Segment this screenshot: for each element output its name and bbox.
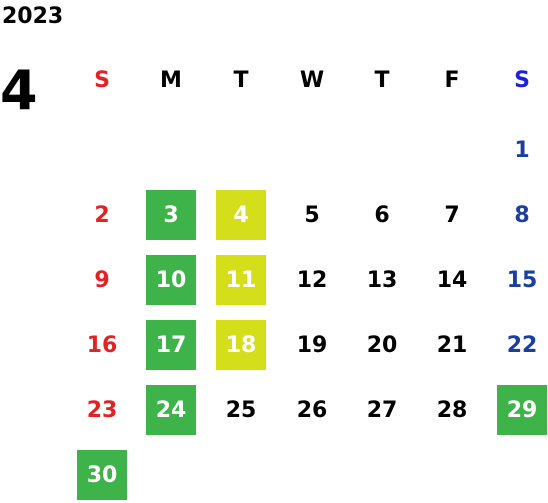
day-cell-9: 9 bbox=[94, 267, 110, 293]
day-cell-4: 4 bbox=[216, 190, 266, 240]
day-cell-1: 1 bbox=[514, 137, 530, 163]
day-cell-22: 22 bbox=[506, 332, 538, 358]
day-cell-27: 27 bbox=[366, 397, 398, 423]
weekday-header-friday: F bbox=[444, 67, 460, 93]
weekday-header-wednesday: W bbox=[299, 67, 325, 93]
day-cell-2: 2 bbox=[94, 202, 110, 228]
day-cell-10: 10 bbox=[146, 255, 196, 305]
day-cell-30: 30 bbox=[77, 450, 127, 500]
day-cell-25: 25 bbox=[225, 397, 257, 423]
weekday-header-monday: M bbox=[160, 67, 182, 93]
day-cell-7: 7 bbox=[444, 202, 460, 228]
day-cell-3: 3 bbox=[146, 190, 196, 240]
day-cell-29: 29 bbox=[497, 385, 547, 435]
day-cell-11: 11 bbox=[216, 255, 266, 305]
day-cell-13: 13 bbox=[366, 267, 398, 293]
day-cell-23: 23 bbox=[86, 397, 118, 423]
day-cell-14: 14 bbox=[436, 267, 468, 293]
day-cell-19: 19 bbox=[296, 332, 328, 358]
day-cell-12: 12 bbox=[296, 267, 328, 293]
month-number: 4 bbox=[0, 59, 38, 122]
weekday-header-saturday: S bbox=[514, 67, 530, 93]
year-label: 2023 bbox=[2, 4, 64, 29]
day-cell-8: 8 bbox=[514, 202, 530, 228]
day-cell-6: 6 bbox=[374, 202, 390, 228]
day-cell-20: 20 bbox=[366, 332, 398, 358]
day-cell-16: 16 bbox=[86, 332, 118, 358]
day-cell-21: 21 bbox=[436, 332, 468, 358]
day-cell-28: 28 bbox=[436, 397, 468, 423]
day-cell-15: 15 bbox=[506, 267, 538, 293]
weekday-header-thursday: T bbox=[374, 67, 390, 93]
day-cell-5: 5 bbox=[304, 202, 320, 228]
day-cell-24: 24 bbox=[146, 385, 196, 435]
day-cell-17: 17 bbox=[146, 320, 196, 370]
weekday-header-tuesday: T bbox=[233, 67, 249, 93]
day-cell-18: 18 bbox=[216, 320, 266, 370]
weekday-header-sunday: S bbox=[94, 67, 110, 93]
day-cell-26: 26 bbox=[296, 397, 328, 423]
